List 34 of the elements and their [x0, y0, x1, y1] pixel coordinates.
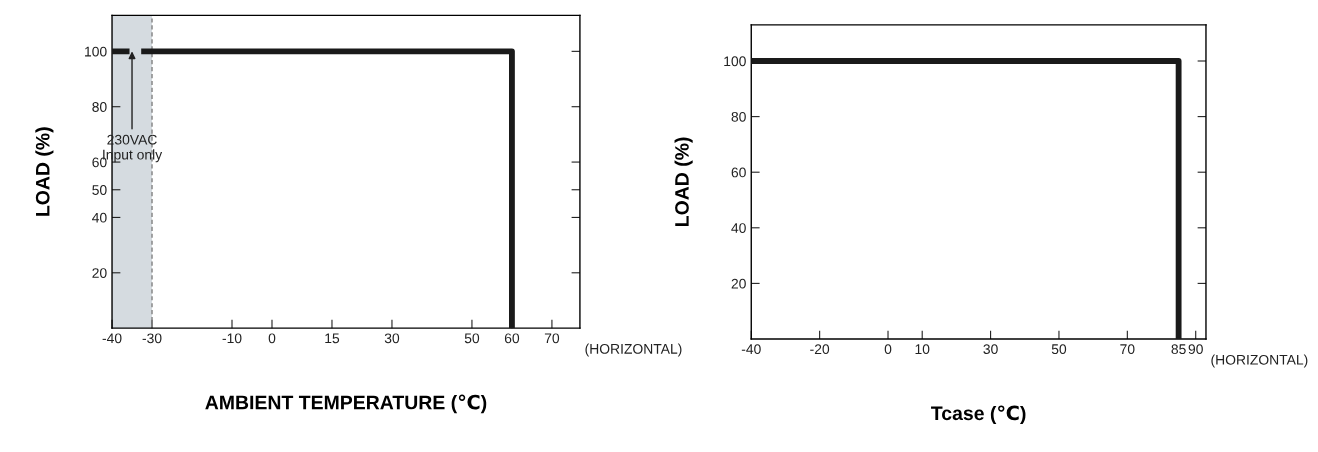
- x-tick-label: -40: [102, 333, 122, 344]
- y-tick-label: 100: [85, 46, 107, 57]
- x-tick-label: 30: [983, 344, 998, 355]
- y-tick-label: 60: [731, 167, 746, 178]
- y-tick-label: 80: [92, 102, 107, 112]
- y-tick-label: 20: [731, 278, 746, 289]
- y-axis-title: LOAD (%): [674, 137, 693, 226]
- x-tick-label: 85: [1171, 344, 1186, 355]
- y-axis-title: LOAD (%): [35, 127, 54, 216]
- x-tick-label: 0: [884, 344, 892, 355]
- x-tick-label: 10: [915, 344, 930, 355]
- y-tick-label: 40: [92, 212, 107, 223]
- x-tick-label: 30: [384, 333, 400, 344]
- x-tick-label: 0: [268, 333, 276, 344]
- x-tick-label: 50: [1051, 344, 1067, 355]
- y-tick-label: 20: [92, 268, 107, 278]
- y-tick-label: 40: [731, 223, 746, 233]
- x-tick-label: 70: [544, 333, 560, 344]
- x-tick-label: 50: [464, 333, 480, 344]
- x-tick-label: -30: [142, 333, 162, 344]
- y-tick-label: 80: [731, 111, 746, 122]
- x-tick-label: 15: [325, 333, 340, 344]
- x-tick-label: 90: [1188, 344, 1203, 355]
- text: (HORIZONTAL): [1211, 354, 1308, 368]
- x-tick-label: -20: [810, 344, 830, 355]
- x-tick-label: -40: [741, 344, 761, 355]
- x-tick-label: 60: [504, 333, 520, 344]
- x-axis-title: Tcase (℃): [931, 405, 1026, 425]
- x-axis-title: AMBIENT TEMPERATURE (℃): [205, 394, 487, 414]
- x-tick-label: -10: [222, 333, 242, 344]
- text: (HORIZONTAL): [585, 343, 682, 357]
- y-tick-label: 50: [92, 185, 107, 195]
- y-tick-label: 100: [724, 56, 746, 67]
- x-tick-label: 70: [1120, 344, 1135, 355]
